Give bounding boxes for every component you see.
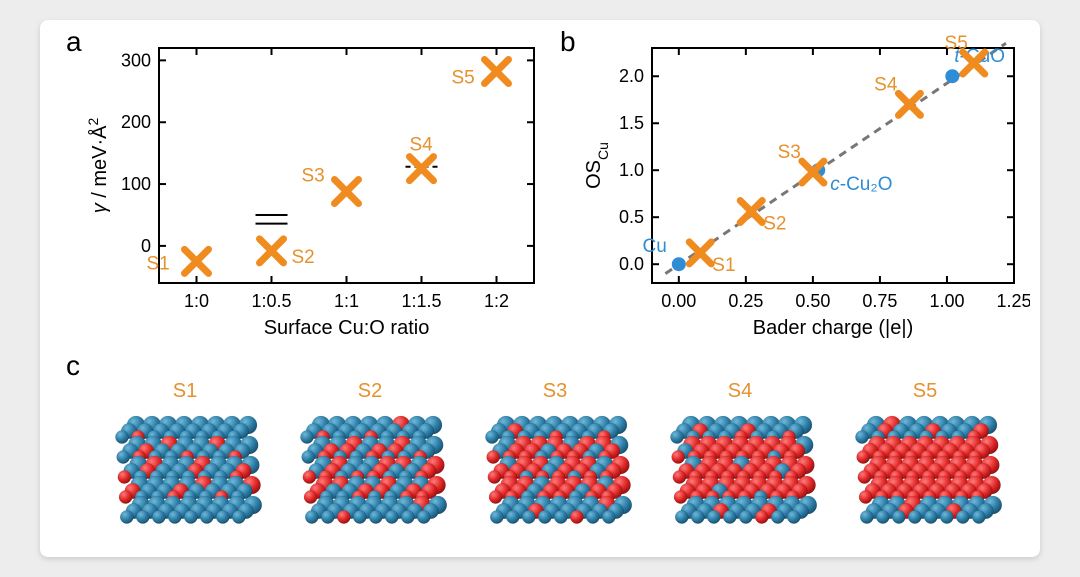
svg-text:OSCu: OSCu	[583, 142, 611, 189]
svg-text:0.75: 0.75	[862, 291, 897, 311]
svg-text:1:0.5: 1:0.5	[251, 291, 291, 311]
structure-model	[655, 407, 825, 547]
svg-text:Surface Cu:O ratio: Surface Cu:O ratio	[264, 317, 430, 339]
structure-label: S4	[728, 380, 752, 403]
svg-text:S2: S2	[292, 247, 315, 268]
panel-c-label: c	[66, 350, 80, 382]
svg-text:1.25: 1.25	[996, 291, 1030, 311]
svg-text:2.0: 2.0	[619, 66, 644, 86]
svg-text:γ / meV·Å2: γ / meV·Å2	[85, 118, 111, 214]
svg-text:S3: S3	[778, 142, 801, 163]
svg-text:Bader charge (|e|): Bader charge (|e|)	[753, 317, 913, 339]
svg-text:S4: S4	[410, 135, 434, 156]
svg-text:0.5: 0.5	[619, 207, 644, 227]
svg-text:200: 200	[121, 112, 151, 132]
structure-model	[100, 407, 270, 547]
svg-text:0.00: 0.00	[661, 291, 696, 311]
svg-text:S1: S1	[712, 255, 735, 276]
svg-text:1:1: 1:1	[334, 291, 359, 311]
svg-text:c-Cu₂O: c-Cu₂O	[830, 174, 892, 195]
structure-model	[285, 407, 455, 547]
structure-s1: S1	[100, 380, 270, 547]
svg-text:S4: S4	[874, 74, 898, 95]
svg-text:S5: S5	[945, 33, 968, 54]
panel-a-label: a	[66, 26, 82, 58]
structure-label: S2	[358, 380, 382, 403]
structure-s2: S2	[285, 380, 455, 547]
svg-text:1:1.5: 1:1.5	[401, 291, 441, 311]
svg-text:1:0: 1:0	[184, 291, 209, 311]
svg-text:S1: S1	[147, 253, 170, 274]
svg-text:S3: S3	[302, 165, 325, 186]
svg-text:100: 100	[121, 174, 151, 194]
panel-c-structures: S1 S2 S3 S4 S5	[100, 367, 1010, 547]
svg-text:1.0: 1.0	[619, 160, 644, 180]
structure-s4: S4	[655, 380, 825, 547]
svg-text:S5: S5	[452, 68, 475, 89]
panel-a-chart: 01002003001:01:0.51:11:1.51:2Surface Cu:…	[84, 28, 554, 348]
svg-text:1.5: 1.5	[619, 113, 644, 133]
svg-text:1:2: 1:2	[484, 291, 509, 311]
svg-text:S2: S2	[763, 214, 786, 235]
structure-label: S1	[173, 380, 197, 403]
svg-text:0.25: 0.25	[728, 291, 763, 311]
structure-s5: S5	[840, 380, 1010, 547]
svg-text:0.0: 0.0	[619, 254, 644, 274]
svg-text:Cu: Cu	[643, 236, 667, 257]
panel-b-chart: 0.0 0.5 1.0 1.5 2.0 0.00 0.25 0.50 0.75 1.00 1.25 B…	[580, 28, 1030, 348]
panel-b-label: b	[560, 26, 576, 58]
structure-model	[840, 407, 1010, 547]
svg-text:1.00: 1.00	[929, 291, 964, 311]
structure-model	[470, 407, 640, 547]
structure-label: S5	[913, 380, 937, 403]
figure-card: a b c 01002003001:01:0.51:11:1.51:2Surfa…	[40, 20, 1040, 557]
structure-label: S3	[543, 380, 567, 403]
svg-text:0.50: 0.50	[795, 291, 830, 311]
structure-s3: S3	[470, 380, 640, 547]
svg-text:300: 300	[121, 50, 151, 70]
